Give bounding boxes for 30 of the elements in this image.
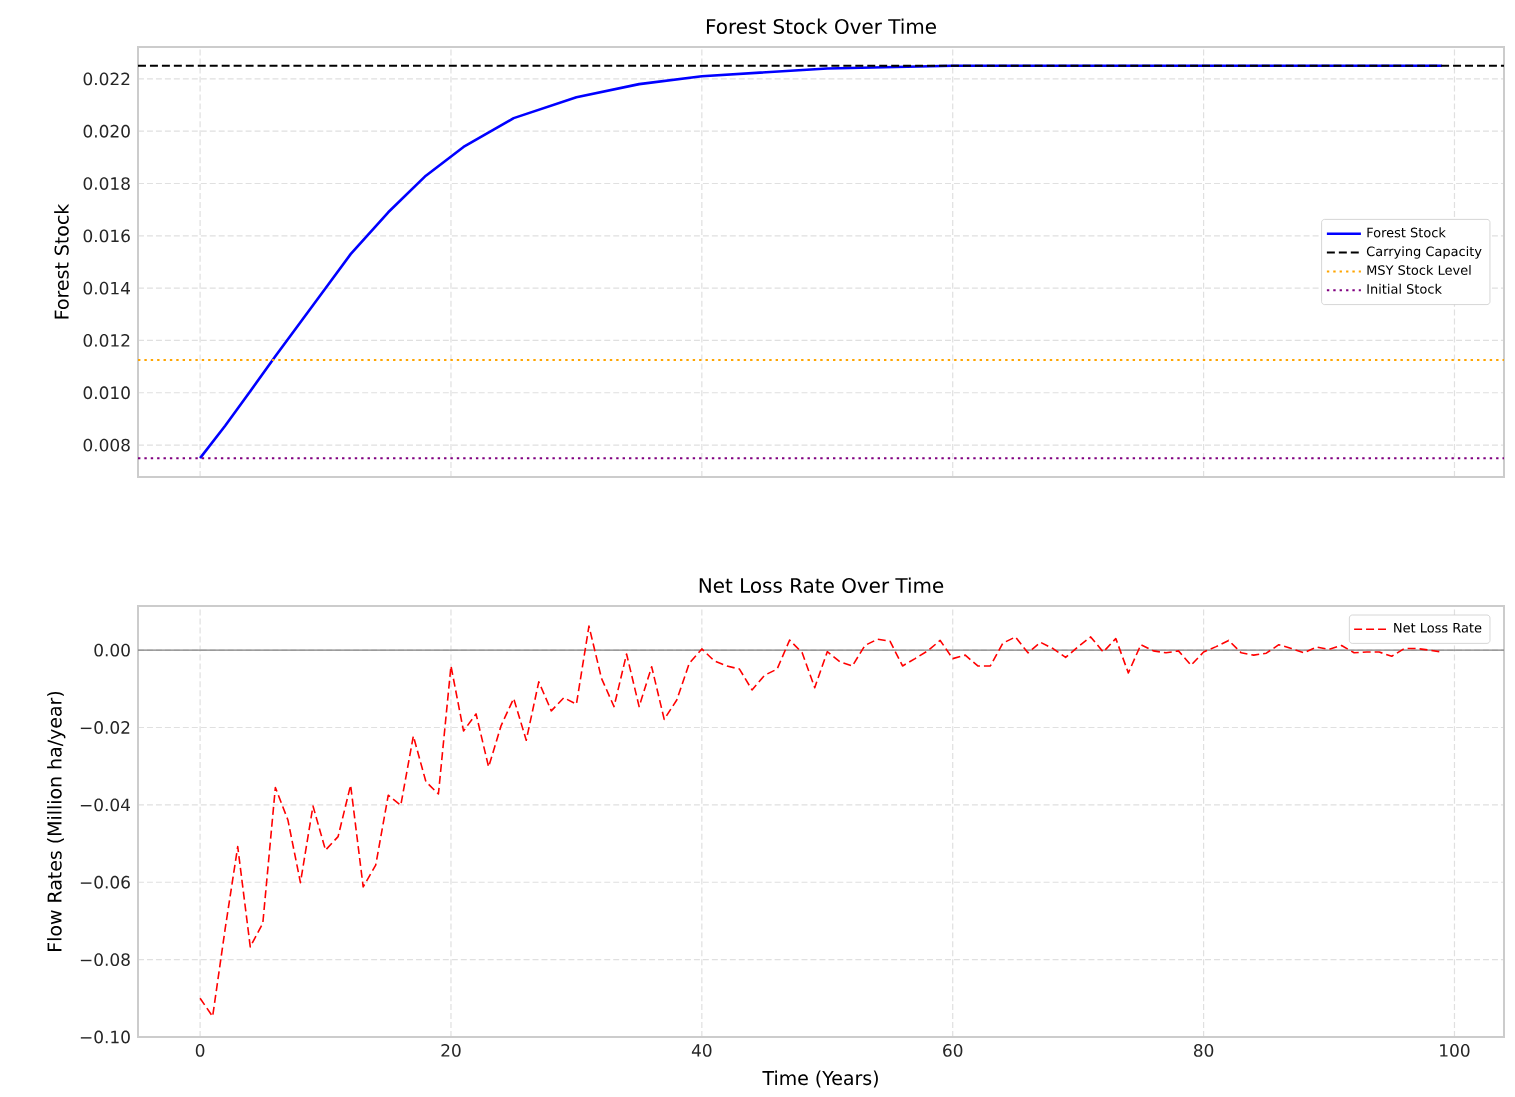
legend-label: Forest Stock — [1367, 227, 1446, 238]
y-tick-label: 0.010 — [83, 386, 130, 400]
x-tick-label: 0 — [195, 1044, 205, 1057]
x-tick-label: 100 — [1440, 1044, 1470, 1057]
y-tick-label: 0.020 — [83, 124, 130, 138]
y-tick-label: −0.06 — [80, 875, 130, 889]
legend-label: Carrying Capacity — [1366, 246, 1482, 259]
x-tick-label: 60 — [943, 1044, 963, 1057]
y-tick-label: 0.018 — [83, 177, 130, 190]
y-tick-label: 0.008 — [83, 438, 130, 452]
y-tick-label: −0.04 — [80, 798, 130, 812]
legend-label: MSY Stock Level — [1367, 264, 1471, 276]
y-axis-title: Flow Rates (Million ha/year) — [47, 691, 66, 951]
legend-label: Initial Stock — [1367, 283, 1442, 294]
y-tick-label: 0.022 — [83, 72, 130, 86]
y-tick-label: 0.014 — [83, 281, 130, 295]
x-tick-label: 20 — [441, 1044, 461, 1057]
y-tick-label: 0.00 — [94, 643, 130, 657]
x-tick-label: 40 — [691, 1044, 712, 1057]
x-tick-label: 80 — [1193, 1044, 1214, 1057]
y-tick-label: −0.02 — [80, 721, 130, 734]
y-tick-label: 0.012 — [83, 334, 130, 347]
x-axis-title: Time (Years) — [762, 1070, 878, 1088]
y-tick-label: −0.10 — [80, 1030, 130, 1044]
chart-title: Net Loss Rate Over Time — [699, 577, 944, 593]
legend-label: Net Loss Rate — [1394, 622, 1482, 633]
y-tick-label: −0.08 — [80, 953, 130, 967]
chart-title: Forest Stock Over Time — [706, 18, 936, 34]
y-tick-label: 0.016 — [83, 229, 130, 243]
y-axis-title: Forest Stock — [54, 203, 69, 319]
